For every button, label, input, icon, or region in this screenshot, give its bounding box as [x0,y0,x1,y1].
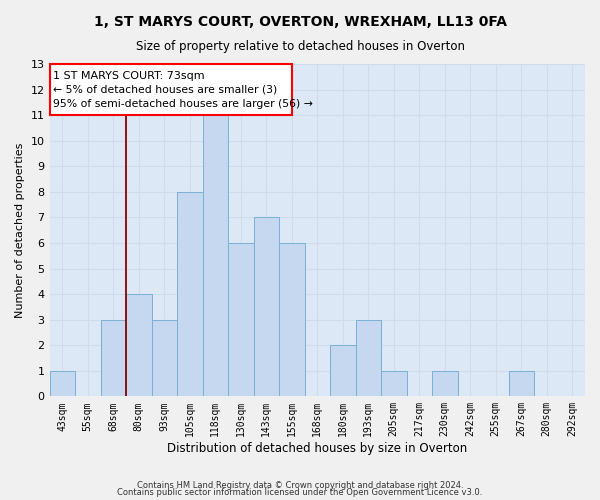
FancyBboxPatch shape [50,64,292,115]
Text: 1 ST MARYS COURT: 73sqm: 1 ST MARYS COURT: 73sqm [53,70,205,81]
Bar [177,192,203,396]
Y-axis label: Number of detached properties: Number of detached properties [15,142,25,318]
Bar [509,371,534,396]
Text: Size of property relative to detached houses in Overton: Size of property relative to detached ho… [136,40,464,53]
Text: Contains public sector information licensed under the Open Government Licence v3: Contains public sector information licen… [118,488,482,497]
Bar [203,115,228,396]
Text: 1, ST MARYS COURT, OVERTON, WREXHAM, LL13 0FA: 1, ST MARYS COURT, OVERTON, WREXHAM, LL1… [94,15,506,29]
Text: Contains HM Land Registry data © Crown copyright and database right 2024.: Contains HM Land Registry data © Crown c… [137,480,463,490]
Bar [126,294,152,396]
X-axis label: Distribution of detached houses by size in Overton: Distribution of detached houses by size … [167,442,467,455]
Bar [330,345,356,397]
Bar [50,371,75,396]
Text: 95% of semi-detached houses are larger (56) →: 95% of semi-detached houses are larger (… [53,98,313,108]
Bar [381,371,407,396]
Bar [279,243,305,396]
Bar [152,320,177,396]
Bar [228,243,254,396]
Bar [101,320,126,396]
Bar [254,218,279,396]
Bar [432,371,458,396]
Bar [356,320,381,396]
Text: ← 5% of detached houses are smaller (3): ← 5% of detached houses are smaller (3) [53,84,278,94]
